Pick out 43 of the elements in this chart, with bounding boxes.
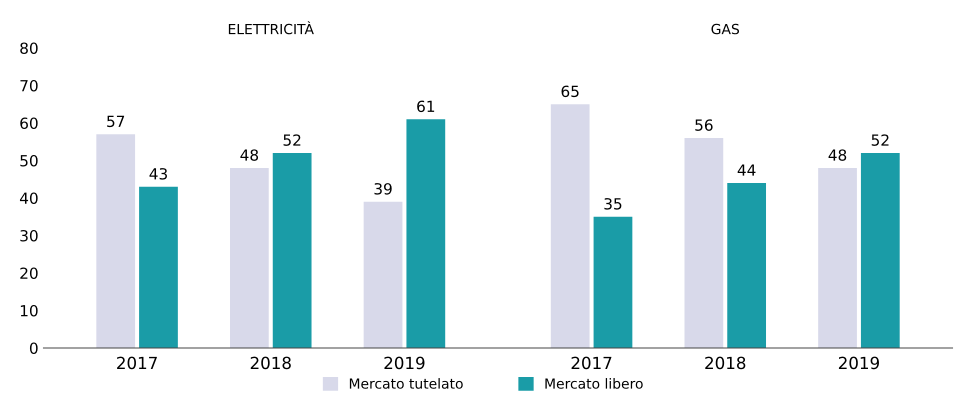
data-label: 43 xyxy=(150,168,167,180)
bar xyxy=(818,168,857,348)
bar xyxy=(860,153,900,348)
data-label: 48 xyxy=(240,149,258,161)
y-tick-label: 70 xyxy=(20,80,38,92)
legend-label: Mercato tutelato xyxy=(350,378,463,389)
data-label: 52 xyxy=(284,134,300,146)
x-tick-label: 2018 xyxy=(705,356,746,370)
chart-title: GAS xyxy=(711,24,740,34)
x-tick-label: 2019 xyxy=(384,356,424,370)
bar xyxy=(96,134,136,348)
data-label: 57 xyxy=(107,116,124,128)
data-label: 39 xyxy=(374,183,392,195)
chart-title: ELETTRICITÀ xyxy=(228,21,314,34)
bar xyxy=(594,216,632,348)
x-tick-label: 2017 xyxy=(572,356,612,370)
y-tick-label: 10 xyxy=(20,304,38,317)
data-label: 65 xyxy=(562,86,579,98)
legend-label: Mercato libero xyxy=(545,378,643,389)
x-tick-label: 2017 xyxy=(117,356,157,370)
bar xyxy=(272,153,312,348)
bar xyxy=(139,186,178,348)
x-tick-label: 2019 xyxy=(838,356,879,370)
data-label: 56 xyxy=(695,119,713,131)
bar xyxy=(727,183,766,348)
bar xyxy=(364,202,402,348)
bar xyxy=(684,138,724,348)
data-label: 35 xyxy=(604,198,622,210)
y-tick-label: 30 xyxy=(20,230,38,242)
y-tick-label: 0 xyxy=(30,342,38,354)
data-label: 52 xyxy=(872,134,888,146)
y-tick-label: 60 xyxy=(20,117,38,130)
data-label: 48 xyxy=(828,149,846,161)
data-label: 61 xyxy=(417,100,434,112)
y-tick-label: 20 xyxy=(20,267,38,280)
bar xyxy=(406,119,446,348)
bar xyxy=(550,104,590,348)
y-tick-label: 40 xyxy=(20,192,38,204)
y-tick-label: 80 xyxy=(20,42,38,54)
bar xyxy=(230,168,269,348)
data-label: 44 xyxy=(738,164,756,176)
x-tick-label: 2018 xyxy=(250,356,291,370)
y-tick-label: 50 xyxy=(20,154,38,167)
